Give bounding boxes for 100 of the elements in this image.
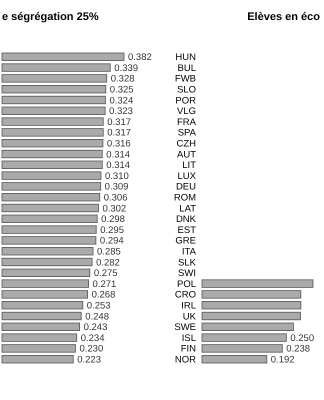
y-tick-label: FWB [174,74,196,85]
y-tick-label: POR [175,95,196,106]
data-label: 0.317 [107,116,132,128]
y-tick-label: CZH [176,138,196,150]
bar [2,322,80,331]
y-tick-label: VLG [176,106,196,118]
y-tick-label: CRO [174,290,196,301]
bar [2,301,84,310]
y-tick-label: HUN [175,52,196,64]
y-tick-label: LAT [179,203,196,214]
data-label: 0.275 [94,268,118,280]
bar [2,139,104,148]
y-tick-label: SWI [178,268,196,280]
bar [2,236,96,245]
y-tick-label: DNK [176,214,197,226]
bar [2,160,103,169]
data-label: 0.243 [84,322,108,334]
bar [2,74,108,83]
data-label: 0.317 [107,128,132,139]
bar [2,106,106,115]
data-label: 0.328 [110,74,135,85]
bar [2,312,82,320]
data-label: 0.230 [79,344,104,355]
data-label: 0.271 [92,278,116,290]
y-tick-label: GRE [175,236,196,247]
data-label: 0.382 [128,52,152,64]
y-tick-label: FRA [177,116,197,128]
bar [2,150,103,158]
y-tick-label: LUX [178,170,197,182]
y-tick-label: EST [178,224,196,236]
y-tick-label: FIN [180,344,196,355]
chart-title: e ségrégation 25% [2,11,99,23]
y-tick-label: NOR [174,354,196,366]
y-tick-label: LIT [182,160,196,172]
data-label: 0.285 [97,246,121,258]
bar [202,290,302,299]
bar [2,333,78,342]
bar [2,63,111,72]
data-label: 0.295 [100,224,124,236]
data-label: 0.238 [286,344,310,355]
data-label: 0.192 [270,354,295,366]
bar [2,204,99,212]
y-tick-label: ROM [174,192,196,204]
y-tick-label: ISL [182,332,196,344]
data-label: 0.250 [290,332,314,344]
data-label: 0.294 [100,236,124,247]
bar [2,85,106,94]
bar [2,96,106,104]
data-label: 0.314 [106,149,130,160]
data-label: 0.282 [96,257,120,268]
bar [2,182,102,191]
y-tick-label: SWE [174,322,196,334]
data-label: 0.310 [105,170,129,182]
y-tick-label: ITA [182,246,197,258]
bar [2,52,124,61]
data-label: 0.316 [106,138,131,150]
data-label: 0.339 [114,62,138,74]
data-label: 0.298 [101,214,125,226]
chart-title: Elèves en éco [247,11,320,23]
data-label: 0.324 [109,95,134,106]
bar [202,322,294,331]
bar [2,344,76,353]
data-label: 0.309 [104,182,128,193]
bar [2,247,94,256]
bar [2,268,90,277]
y-tick-label: POL [176,278,196,290]
data-label: 0.302 [102,203,126,214]
data-label: 0.268 [92,290,116,301]
bar [2,214,98,223]
bar [202,279,314,288]
y-tick-label: DEU [176,182,196,193]
y-tick-label: BUL [178,62,196,74]
y-tick-label: AUT [177,149,196,160]
bar [2,258,92,266]
bar [202,355,268,364]
bar [2,171,102,180]
y-tick-label: IRL [181,300,196,312]
data-label: 0.253 [86,300,111,312]
bar [202,333,287,342]
bar [2,193,100,202]
data-label: 0.323 [109,106,133,118]
bar [2,128,104,137]
data-label: 0.325 [110,84,134,96]
bar [2,355,74,364]
y-tick-label: SLK [178,257,197,268]
data-label: 0.306 [104,192,128,204]
y-tick-label: UK [182,311,197,322]
y-tick-label: SPA [178,128,197,139]
data-label: 0.248 [85,311,109,322]
data-label: 0.223 [77,354,101,366]
data-label: 0.314 [106,160,130,172]
data-label: 0.234 [80,332,105,344]
bar [2,279,89,288]
bar [2,290,88,299]
bar [202,301,302,310]
bar [202,344,283,353]
bar [202,312,301,320]
bar [2,117,104,126]
y-tick-label: SLO [176,84,196,96]
bar [2,225,97,234]
